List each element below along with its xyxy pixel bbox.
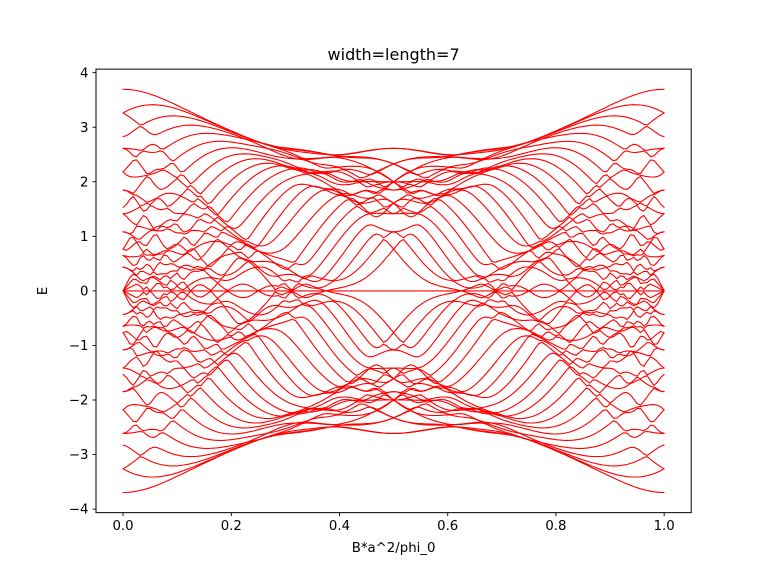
y-tick-label: −4: [69, 503, 89, 518]
x-tick-label: 0.6: [437, 519, 458, 534]
x-tick-label: 0.8: [545, 519, 566, 534]
energy-band-line: [122, 303, 665, 369]
energy-band-line: [122, 147, 665, 183]
y-axis-label: E: [36, 287, 51, 295]
y-tick-label: 4: [80, 66, 88, 81]
axis-tick-labels: 0.0 0.2 0.4 0.6 0.8 1.0 −4 −3 −2 −1 0 1 2 3 4: [69, 66, 675, 534]
y-tick-label: 0: [80, 284, 88, 299]
energy-band-line: [122, 112, 665, 165]
energy-band-line: [122, 88, 665, 156]
plot-title: width=length=7: [328, 45, 460, 64]
energy-band-curves: [122, 88, 665, 494]
energy-band-line: [122, 426, 665, 478]
x-tick-label: 1.0: [654, 519, 675, 534]
y-tick-label: 2: [80, 175, 88, 190]
x-tick-label: 0.2: [221, 519, 242, 534]
energy-band-line: [122, 341, 665, 399]
energy-band-line: [122, 359, 665, 414]
axis-ticks: [92, 72, 665, 517]
energy-band-line: [122, 290, 665, 334]
energy-band-line: [122, 185, 665, 247]
y-tick-label: 1: [80, 230, 88, 245]
energy-band-line: [122, 205, 665, 269]
energy-band-line: [122, 290, 665, 351]
x-axis-label: B*a^2/phi_0: [352, 541, 436, 556]
y-tick-label: −3: [69, 448, 89, 463]
y-tick-label: −1: [69, 339, 89, 354]
energy-band-line: [122, 409, 665, 441]
y-tick-label: 3: [80, 121, 88, 136]
energy-band-line: [122, 173, 665, 230]
energy-band-line: [122, 238, 665, 292]
x-tick-label: 0.0: [112, 519, 133, 534]
x-tick-label: 0.4: [329, 519, 350, 534]
y-tick-label: −2: [69, 394, 89, 409]
energy-band-line: [122, 318, 665, 383]
energy-band-line: [122, 224, 665, 279]
